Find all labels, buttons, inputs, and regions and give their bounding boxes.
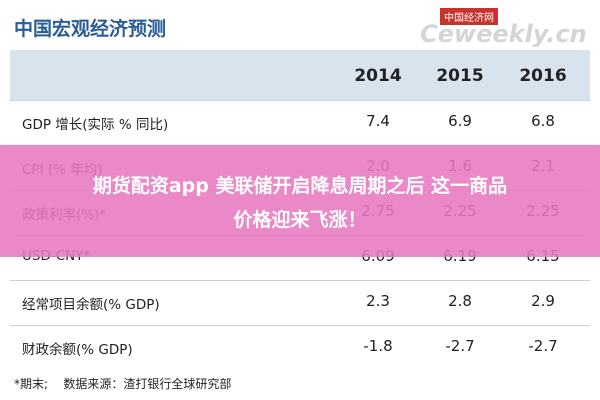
- row-label: 经常项目余额(% GDP): [22, 297, 160, 313]
- row-label: 财政余额(% GDP): [22, 342, 133, 358]
- cell: 6.9: [448, 112, 472, 130]
- logo: 中国经济网: [440, 8, 498, 25]
- title: 中国宏观经济预测: [14, 18, 167, 40]
- footer: *期末; 数据来源：渣打银行全球研究部: [14, 375, 231, 392]
- row-label: GDP 增长(实际 % 同比): [22, 117, 169, 133]
- cell: -2.7: [528, 337, 558, 355]
- column-header: 2015: [436, 66, 484, 86]
- table-row: [10, 280, 590, 325]
- cell: 2.9: [531, 292, 555, 310]
- banner-text: 期货配资app 美联储开启降息周期之后 这一商品: [92, 175, 508, 197]
- cell: 7.4: [366, 112, 390, 130]
- table-row: [10, 100, 590, 145]
- cell: 2.8: [448, 292, 472, 310]
- table-row: [10, 325, 590, 370]
- column-header: 2014: [354, 66, 402, 86]
- note: *期末;: [14, 377, 49, 391]
- column-header: 2016: [519, 66, 567, 86]
- banner: 期货配资app 美联储开启降息周期之后 这一商品 价格迎来飞涨！: [0, 145, 600, 257]
- cell: -2.7: [445, 337, 475, 355]
- banner-text: 价格迎来飞涨！: [233, 209, 367, 231]
- cell: -1.8: [363, 337, 393, 355]
- source: 数据来源：渣打银行全球研究部: [63, 377, 232, 391]
- cell: 6.8: [531, 112, 555, 130]
- cell: 2.3: [366, 292, 390, 310]
